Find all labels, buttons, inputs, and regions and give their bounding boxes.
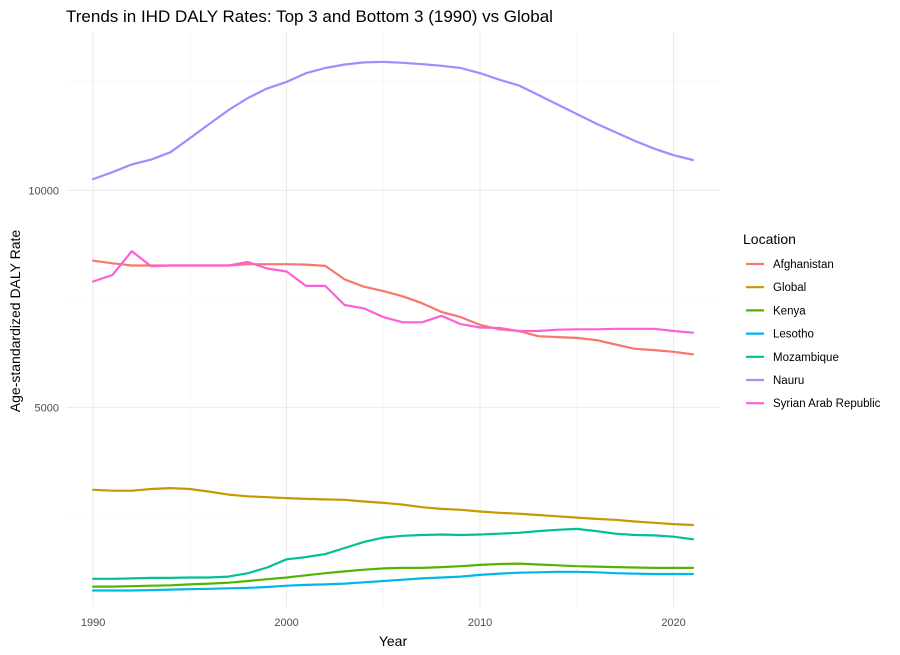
- series-line-mozambique: [92, 527, 694, 580]
- legend-item-kenya: Kenya: [746, 305, 806, 317]
- y-tick-label: 10000: [28, 185, 59, 197]
- y-axis-title: Age-standardized DALY Rate: [7, 230, 23, 413]
- chart-title: Trends in IHD DALY Rates: Top 3 and Bott…: [66, 7, 553, 26]
- series-line-afghanistan: [92, 259, 694, 356]
- series-line-lesotho: [92, 570, 694, 592]
- x-axis-title: Year: [379, 633, 408, 649]
- grid-lines: [66, 32, 720, 607]
- legend-label: Kenya: [773, 305, 806, 317]
- series-line-nauru: [92, 60, 694, 181]
- x-tick-label: 1990: [81, 617, 105, 629]
- legend-label: Lesotho: [773, 329, 814, 341]
- series-line-global: [92, 487, 694, 527]
- y-tick-label: 5000: [35, 402, 59, 414]
- x-tick-label: 2010: [468, 617, 492, 629]
- legend-label: Nauru: [773, 375, 804, 387]
- legend-item-afghanistan: Afghanistan: [746, 259, 834, 271]
- legend-label: Global: [773, 282, 806, 294]
- legend-item-global: Global: [746, 282, 806, 294]
- legend-item-mozambique: Mozambique: [746, 352, 839, 364]
- x-axis-ticks: 1990 2000 2010 2020: [81, 617, 686, 629]
- legend-label: Syrian Arab Republic: [773, 398, 881, 410]
- legend-items: Afghanistan Global Kenya Lesotho Mozambique N…: [746, 259, 881, 410]
- legend-label: Mozambique: [773, 352, 839, 364]
- series-line-syrian-arab-republic: [92, 250, 694, 334]
- x-tick-label: 2000: [274, 617, 298, 629]
- legend-item-lesotho: Lesotho: [746, 329, 814, 341]
- legend-label: Afghanistan: [773, 259, 834, 271]
- legend: Location Afghanistan Global Kenya Lesotho Mo…: [743, 231, 881, 410]
- legend-title: Location: [743, 231, 796, 247]
- legend-item-nauru: Nauru: [746, 375, 804, 387]
- legend-item-syrian-arab-republic: Syrian Arab Republic: [746, 398, 881, 410]
- x-tick-label: 2020: [661, 617, 685, 629]
- series-line-kenya: [92, 562, 694, 588]
- y-axis-ticks: 5000 10000: [28, 185, 59, 414]
- series-lines: [92, 60, 694, 592]
